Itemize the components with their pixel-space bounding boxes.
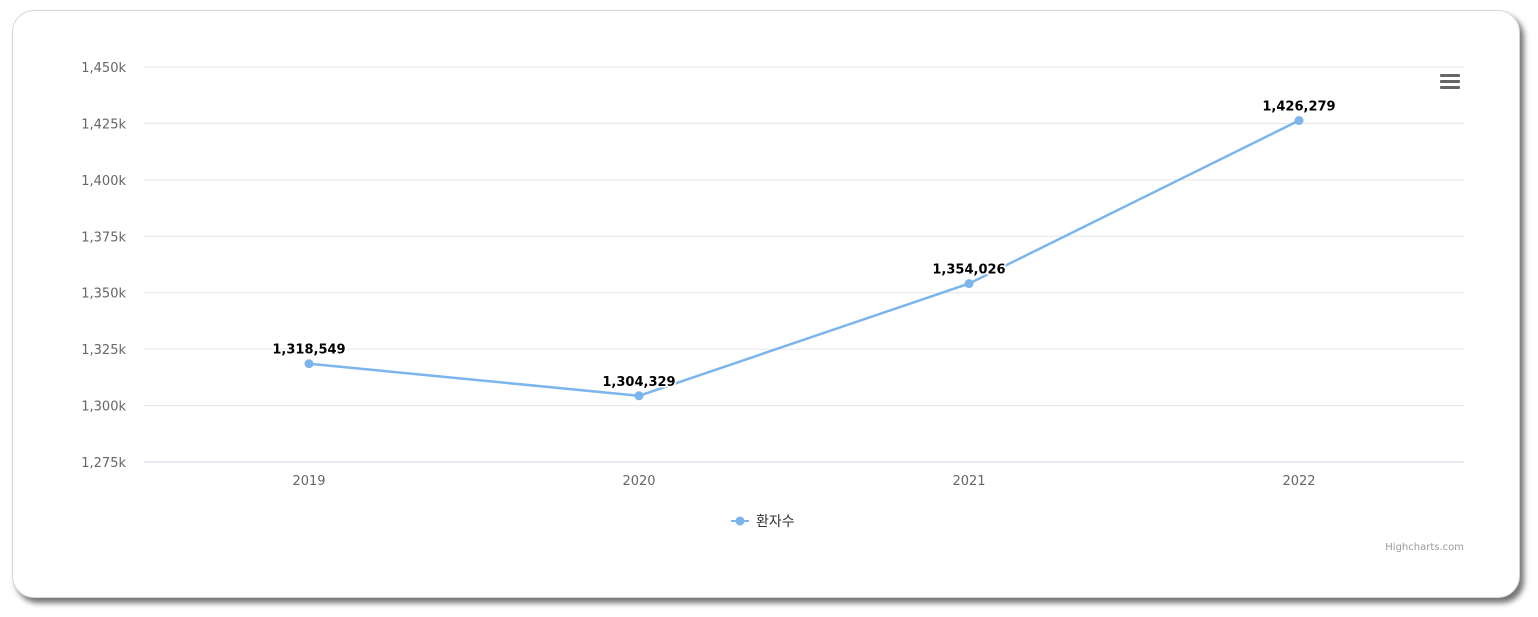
hamburger-menu-icon[interactable]	[1440, 74, 1460, 89]
series-line[interactable]	[308, 119, 1300, 398]
data-label: 1,318,549	[272, 343, 345, 358]
data-label: 1,304,329	[602, 375, 675, 390]
legend[interactable]: 환자수	[731, 514, 795, 530]
x-tick-label: 2019	[292, 474, 325, 489]
credits-link[interactable]: Highcharts.com	[1385, 542, 1464, 553]
y-tick-label: 1,450k	[81, 61, 126, 76]
data-point[interactable]	[1294, 116, 1304, 126]
chart-card: 1,275k 1,300k 1,325k 1,350k 1,375k 1,400k 1,42…	[12, 10, 1520, 598]
series-markers	[304, 116, 1304, 401]
x-axis-tick-labels: 2019 2020 2021 2022	[292, 474, 1315, 489]
y-axis-tick-labels: 1,275k 1,300k 1,325k 1,350k 1,375k 1,400k 1,42…	[81, 61, 126, 471]
y-tick-label: 1,375k	[81, 230, 126, 245]
y-tick-label: 1,425k	[81, 117, 126, 132]
legend-item-label[interactable]: 환자수	[756, 514, 795, 530]
y-tick-label: 1,275k	[81, 456, 126, 471]
y-tick-label: 1,300k	[81, 400, 126, 415]
grid-lines	[144, 66, 1464, 407]
x-tick-label: 2021	[952, 474, 985, 489]
line-chart: 1,275k 1,300k 1,325k 1,350k 1,375k 1,400k 1,42…	[81, 61, 1464, 553]
data-point[interactable]	[964, 279, 974, 289]
data-point[interactable]	[634, 391, 644, 401]
y-tick-label: 1,350k	[81, 287, 126, 302]
data-label: 1,354,026	[932, 263, 1005, 278]
x-tick-label: 2022	[1282, 474, 1315, 489]
x-tick-label: 2020	[622, 474, 655, 489]
y-tick-label: 1,400k	[81, 174, 126, 189]
legend-marker-symbol	[735, 516, 745, 526]
data-labels: 1,318,549 1,304,329 1,354,026 1,426,279	[271, 98, 1337, 391]
data-point[interactable]	[304, 359, 314, 369]
data-label: 1,426,279	[1262, 100, 1335, 115]
y-tick-label: 1,325k	[81, 343, 126, 358]
